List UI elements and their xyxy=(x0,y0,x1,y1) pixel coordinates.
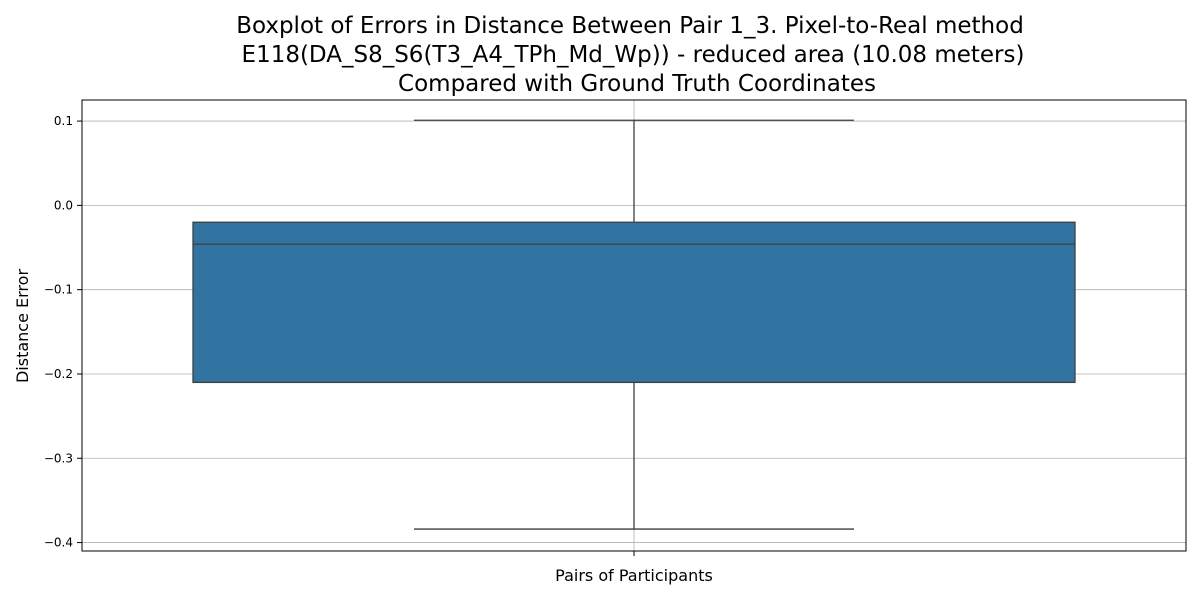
chart-title-line-1: Boxplot of Errors in Distance Between Pa… xyxy=(236,13,1024,39)
chart-title-line-3: Compared with Ground Truth Coordinates xyxy=(398,71,876,97)
y-tick-label: 0.0 xyxy=(54,198,73,212)
plot-frame xyxy=(81,99,1187,552)
y-tick-label: −0.2 xyxy=(44,367,73,381)
y-tick-label: 0.1 xyxy=(54,114,73,128)
iqr-box xyxy=(192,221,1076,384)
y-tick-label: −0.3 xyxy=(44,451,73,465)
box-layer xyxy=(192,119,1076,530)
y-tick-label: −0.4 xyxy=(44,536,73,550)
chart-title-line-2: E118(DA_S8_S6(T3_A4_TPh_Md_Wp)) - reduce… xyxy=(242,42,1025,68)
x-axis-label: Pairs of Participants xyxy=(555,566,713,585)
y-tick-label: −0.1 xyxy=(44,283,73,297)
y-axis-label: Distance Error xyxy=(13,269,32,383)
tick-layer: 0.1 0.0 −0.1 −0.2 −0.3 −0.4 xyxy=(44,114,635,556)
